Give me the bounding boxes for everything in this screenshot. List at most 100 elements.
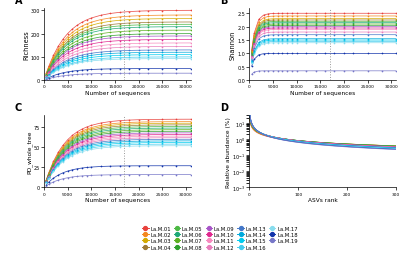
Point bbox=[294, 27, 300, 31]
Point bbox=[79, 138, 85, 142]
Point bbox=[46, 75, 52, 79]
Point bbox=[60, 158, 66, 162]
Point bbox=[284, 39, 290, 43]
Point bbox=[350, 41, 357, 45]
Point bbox=[274, 15, 281, 19]
Point bbox=[74, 59, 80, 63]
Point bbox=[279, 41, 286, 45]
Point bbox=[55, 152, 61, 156]
Point bbox=[248, 54, 255, 58]
Point bbox=[46, 172, 52, 176]
Point bbox=[50, 57, 57, 61]
Point bbox=[136, 72, 142, 76]
Point bbox=[43, 76, 50, 80]
Point bbox=[256, 41, 262, 45]
Point bbox=[260, 53, 267, 57]
Point bbox=[107, 31, 114, 35]
Point bbox=[98, 29, 104, 33]
Point bbox=[126, 130, 132, 134]
Point bbox=[279, 39, 286, 43]
Point bbox=[69, 143, 76, 147]
Point bbox=[145, 124, 151, 128]
Point bbox=[173, 130, 180, 134]
Point bbox=[251, 32, 257, 36]
Point bbox=[294, 38, 300, 42]
Point bbox=[270, 24, 276, 28]
Point bbox=[98, 133, 104, 137]
Point bbox=[379, 40, 385, 44]
Point bbox=[98, 51, 104, 55]
Point bbox=[260, 19, 267, 23]
Point bbox=[60, 64, 66, 68]
Point bbox=[83, 143, 90, 147]
Point bbox=[350, 38, 357, 42]
Point bbox=[145, 21, 151, 25]
Point bbox=[136, 136, 142, 140]
Point bbox=[294, 24, 300, 28]
Point bbox=[159, 173, 166, 177]
Point bbox=[188, 49, 194, 53]
Point bbox=[60, 45, 66, 49]
Point bbox=[379, 23, 385, 27]
Point bbox=[159, 33, 166, 37]
Point bbox=[60, 147, 66, 151]
Point bbox=[46, 71, 52, 75]
Point bbox=[173, 141, 180, 145]
Point bbox=[364, 22, 371, 26]
Point bbox=[64, 154, 71, 158]
Point bbox=[303, 25, 309, 29]
Point bbox=[188, 67, 194, 71]
Point bbox=[251, 52, 257, 56]
Point bbox=[188, 33, 194, 37]
Point bbox=[83, 50, 90, 54]
Point bbox=[270, 31, 276, 35]
Point bbox=[88, 174, 94, 178]
Point bbox=[303, 20, 309, 24]
Point bbox=[88, 46, 94, 50]
Point bbox=[331, 18, 338, 22]
Point bbox=[173, 72, 180, 76]
Point bbox=[303, 24, 309, 28]
Point bbox=[279, 26, 286, 30]
Point bbox=[98, 139, 104, 143]
Point bbox=[60, 52, 66, 56]
Point bbox=[145, 136, 151, 140]
Point bbox=[83, 31, 90, 35]
Point bbox=[126, 124, 132, 128]
Point bbox=[107, 120, 114, 124]
Point bbox=[64, 143, 71, 147]
Point bbox=[107, 47, 114, 51]
Point bbox=[173, 125, 180, 129]
Point bbox=[46, 74, 52, 78]
Point bbox=[83, 53, 90, 57]
Point bbox=[83, 133, 90, 137]
Point bbox=[98, 142, 104, 146]
Point bbox=[79, 51, 85, 55]
Point bbox=[74, 140, 80, 144]
Point bbox=[136, 122, 142, 126]
Point bbox=[64, 148, 71, 152]
Point bbox=[98, 41, 104, 45]
Point bbox=[55, 161, 61, 165]
Point bbox=[43, 181, 50, 185]
Point bbox=[74, 139, 80, 143]
Point bbox=[60, 156, 66, 160]
Point bbox=[46, 173, 52, 177]
Point bbox=[88, 40, 94, 44]
Point bbox=[159, 122, 166, 126]
Point bbox=[364, 41, 371, 45]
Point bbox=[312, 34, 319, 38]
Point bbox=[64, 43, 71, 47]
Point bbox=[145, 42, 151, 46]
Point bbox=[74, 47, 80, 51]
Point bbox=[136, 56, 142, 60]
Point bbox=[79, 73, 85, 77]
Point bbox=[74, 130, 80, 134]
Point bbox=[188, 23, 194, 27]
Point bbox=[60, 38, 66, 42]
Point bbox=[145, 49, 151, 53]
Point bbox=[350, 15, 357, 19]
Point bbox=[364, 39, 371, 43]
Point bbox=[312, 24, 319, 28]
Point bbox=[136, 15, 142, 19]
